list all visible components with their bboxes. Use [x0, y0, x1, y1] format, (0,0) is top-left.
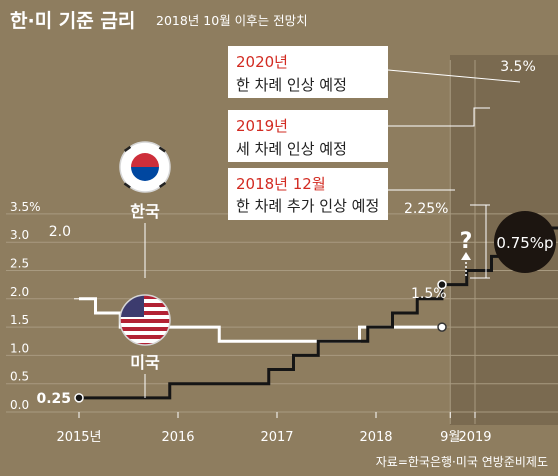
gap-question-mark: ? — [460, 229, 473, 254]
gap-value: 0.75%p — [496, 234, 553, 252]
y-tick-label-5: 2.5 — [10, 257, 29, 271]
x-tick-label-3: 2018 — [359, 430, 392, 445]
korea-label: 한국 — [130, 202, 160, 221]
gap-arrowhead — [461, 252, 471, 260]
callout-2019-text: 세 차례 인상 예정 — [236, 140, 347, 158]
callout-2020: 2020년 한 차례 인상 예정 — [228, 46, 388, 98]
callout-2018-year: 2018년 12월 — [236, 175, 326, 193]
korea-start-value: 2.0 — [49, 224, 71, 240]
gap-bracket — [470, 204, 490, 279]
gap-circle — [494, 211, 556, 273]
callout-2020-box — [228, 46, 388, 98]
callout-leader-2019 — [388, 107, 490, 127]
us-now-point — [437, 279, 447, 290]
y-tick-label-6: 3.0 — [10, 228, 29, 242]
us-now-value: 2.25% — [404, 201, 448, 217]
us-label: 미국 — [130, 353, 160, 372]
callout-2019: 2019년 세 차례 인상 예정 — [228, 110, 388, 162]
y-tick-label-2: 1.0 — [10, 341, 29, 355]
series-endpoints — [74, 279, 447, 403]
us-end-value: 3.5% — [500, 59, 536, 75]
callout-leaders — [387, 69, 521, 191]
y-tick-label-7: 3.5% — [10, 200, 41, 214]
x-tick-label-4: 9월 — [440, 430, 460, 445]
source-note: 자료=한국은행·미국 연방준비제도 — [376, 454, 548, 469]
x-tick-label-5: 2019 — [458, 430, 491, 445]
callout-2020-year: 2020년 — [236, 53, 288, 71]
x-tick-label-1: 2016 — [161, 430, 194, 445]
chart-title: 한·미 기준 금리 — [10, 10, 135, 32]
callout-leader-2020 — [387, 69, 521, 83]
callout-2018-text: 한 차례 추가 인상 예정 — [236, 197, 379, 215]
x-gridlines — [78, 60, 476, 424]
y-tick-labels: 0.0 0.5 1.0 1.5 2.0 2.5 3.0 3.5% — [10, 200, 41, 412]
callout-2019-box — [228, 110, 388, 162]
callout-2018-box — [228, 168, 388, 220]
y-tick-label-1: 0.5 — [10, 370, 29, 384]
y-tick-label-4: 2.0 — [10, 285, 29, 299]
y-tick-label-0: 0.0 — [10, 398, 29, 412]
chart-subtitle: 2018년 10월 이후는 전망치 — [156, 13, 308, 28]
us-start-point — [74, 393, 84, 403]
callout-2019-year: 2019년 — [236, 117, 288, 135]
x-tick-label-0: 2015년 — [56, 430, 101, 445]
y-tick-label-3: 1.5 — [10, 313, 29, 327]
x-tick-label-2: 2017 — [260, 430, 293, 445]
korea-now-value: 1.5% — [411, 286, 447, 302]
callout-2018: 2018년 12월 한 차례 추가 인상 예정 — [228, 168, 388, 220]
us-start-value: 0.25 — [36, 391, 71, 407]
callout-2020-text: 한 차례 인상 예정 — [236, 76, 347, 94]
korea-now-point — [437, 322, 447, 332]
korea-flag-icon — [119, 141, 171, 193]
